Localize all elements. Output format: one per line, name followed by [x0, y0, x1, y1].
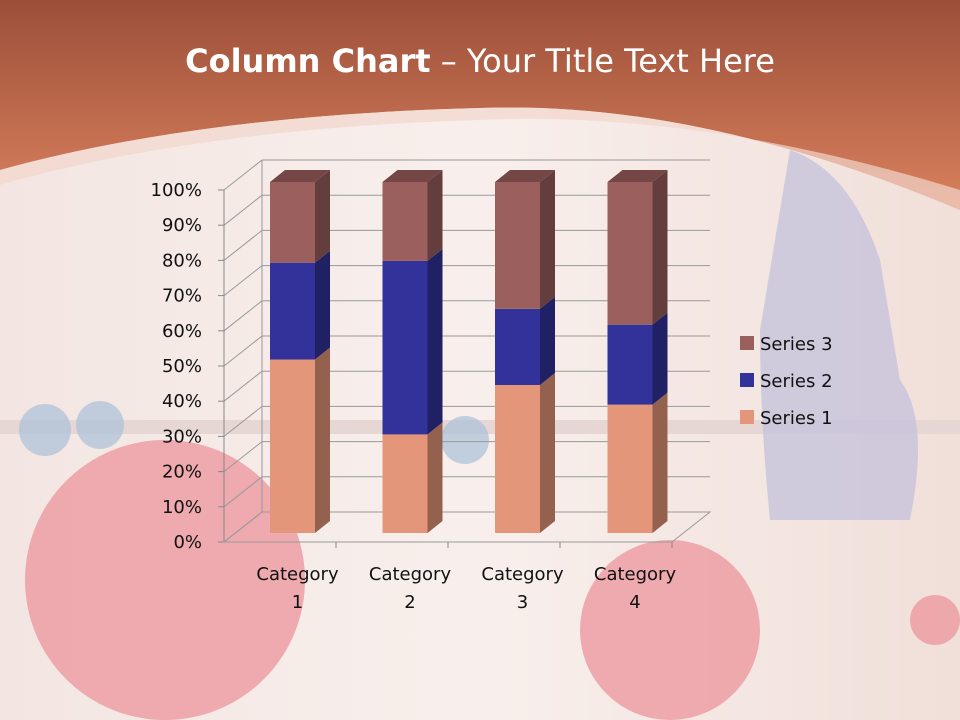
y-tick-label: 60%: [162, 321, 202, 342]
bar-front-1: [607, 404, 653, 533]
legend-label: Series 2: [760, 371, 833, 392]
x-category-label: 2: [404, 592, 415, 613]
y-tick-label: 30%: [162, 426, 202, 447]
bar-front-1: [270, 359, 315, 533]
floor: [222, 511, 712, 543]
bar-side-3: [540, 170, 555, 309]
side-gridline: [223, 335, 263, 367]
bar-side-1: [315, 347, 330, 533]
y-tick-label: 40%: [162, 391, 202, 412]
bar-front-3: [607, 182, 653, 325]
y-tick-label: 10%: [162, 497, 202, 518]
side-gridline: [223, 441, 263, 472]
bar-side-3: [652, 170, 668, 325]
slide-title: Column Chart – Your Title Text Here: [0, 42, 960, 80]
bar-side-2: [540, 296, 555, 385]
x-category-label: 1: [292, 592, 303, 613]
x-category-label: Category: [594, 564, 677, 585]
legend-swatch: [740, 336, 754, 350]
y-tick-label: 50%: [162, 356, 202, 377]
x-category-label: Category: [256, 564, 339, 585]
y-tick-label: 0%: [173, 532, 202, 553]
legend-label: Series 3: [760, 334, 833, 355]
bar-side-2: [315, 250, 330, 360]
x-category-label: Category: [481, 564, 564, 585]
legend-swatch: [740, 410, 754, 424]
side-gridline: [223, 476, 263, 508]
legend-swatch: [740, 373, 754, 387]
title-bold: Column Chart: [185, 42, 431, 80]
y-tick-label: 100%: [151, 180, 202, 201]
bar-top: [607, 170, 668, 182]
bar-front-2: [270, 262, 315, 360]
x-category-label: 3: [517, 592, 528, 613]
bar-side-1: [427, 422, 443, 533]
side-gridline: [223, 300, 263, 332]
title-rest: – Your Title Text Here: [430, 42, 775, 80]
legend-label: Series 1: [760, 408, 833, 429]
bar-top: [382, 170, 443, 182]
bar-side-3: [315, 170, 330, 263]
y-tick-label: 20%: [162, 462, 202, 483]
bar-front-2: [495, 308, 540, 385]
bar-top: [495, 170, 555, 182]
bar-front-3: [382, 182, 428, 261]
side-gridline: [223, 194, 263, 226]
bar-front-3: [270, 182, 315, 263]
bar-front-2: [382, 260, 428, 435]
bar-front-1: [495, 384, 540, 533]
bar-side-3: [427, 170, 443, 261]
y-tick-label: 80%: [162, 250, 202, 271]
x-category-label: 4: [629, 592, 640, 613]
side-gridline: [223, 265, 263, 296]
side-gridline: [223, 406, 263, 437]
bar-top: [270, 170, 330, 182]
side-gridline: [223, 230, 263, 261]
x-category-label: Category: [369, 564, 452, 585]
bar-front-3: [495, 182, 540, 309]
bar-front-2: [607, 324, 653, 405]
bar-side-2: [652, 312, 668, 405]
side-gridline: [223, 370, 263, 402]
bar-side-2: [427, 248, 443, 435]
y-tick-label: 90%: [162, 215, 202, 236]
side-gridline: [223, 159, 263, 191]
y-tick-label: 70%: [162, 286, 202, 307]
bar-side-1: [652, 392, 668, 533]
bar-front-1: [382, 434, 428, 533]
bar-side-1: [540, 372, 555, 533]
